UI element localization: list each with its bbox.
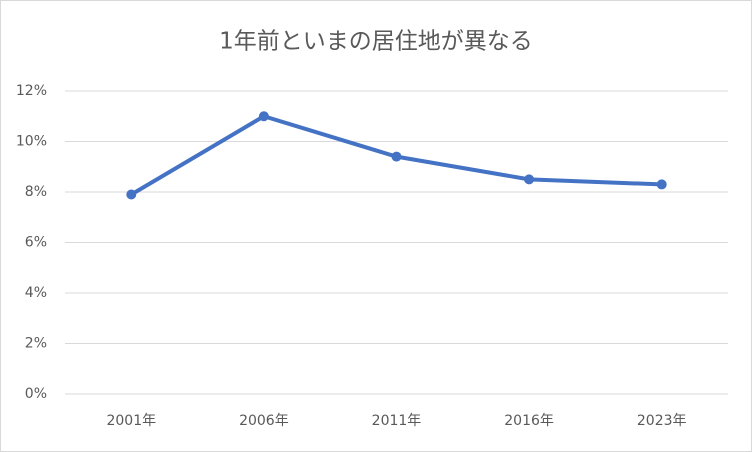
y-tick-label: 8% (25, 184, 47, 200)
x-tick-label: 2016年 (504, 413, 554, 429)
x-tick-label: 2011年 (372, 413, 422, 429)
chart-title: 1年前といまの居住地が異なる (219, 29, 533, 55)
data-point (126, 189, 137, 200)
data-point (524, 174, 535, 185)
y-tick-label: 10% (16, 134, 47, 150)
data-point (391, 151, 402, 162)
y-tick-label: 0% (25, 386, 47, 402)
x-tick-label: 2001年 (106, 413, 156, 429)
data-point (258, 111, 269, 122)
y-tick-label: 12% (16, 83, 47, 99)
data-point (656, 179, 667, 190)
y-tick-label: 2% (25, 336, 47, 352)
y-tick-label: 6% (25, 235, 47, 251)
y-tick-label: 4% (25, 285, 47, 301)
x-tick-label: 2006年 (239, 413, 289, 429)
x-tick-label: 2023年 (637, 413, 687, 429)
